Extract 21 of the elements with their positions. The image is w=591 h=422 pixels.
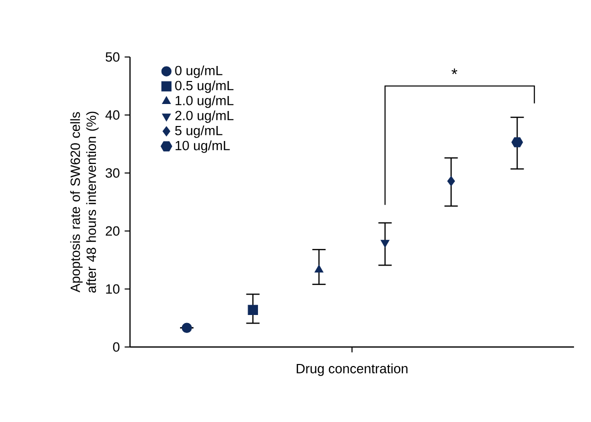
y-tick-label: 0 <box>113 342 120 352</box>
y-tick-label: 10 <box>106 284 120 294</box>
y-tick-label: 40 <box>105 110 120 120</box>
annotation: * <box>452 68 458 74</box>
y-tick-label: 20 <box>106 226 120 236</box>
y-axis-title: Apoptosis rate of SW620 cells after 48 hours intervention (%) <box>70 112 99 293</box>
legend-label: 2.0 ug/mL <box>175 110 234 123</box>
point <box>511 137 523 148</box>
point <box>447 176 455 186</box>
legend-label: 10 ug/mL <box>176 140 230 153</box>
y-tick-label: 30 <box>106 168 120 178</box>
legend-label: 1.0 ug/mL <box>176 95 234 108</box>
y-tick-label: 50 <box>106 52 120 62</box>
legend-label: 5 ug/mL <box>175 125 222 138</box>
point <box>314 264 324 273</box>
point <box>380 240 390 248</box>
point <box>248 304 258 315</box>
x-axis-title: Drug concentration <box>296 364 408 376</box>
legend-label: 0.5 ug/mL <box>175 80 234 93</box>
legend-label: 0 ug/mL <box>175 66 222 78</box>
point <box>182 322 192 333</box>
